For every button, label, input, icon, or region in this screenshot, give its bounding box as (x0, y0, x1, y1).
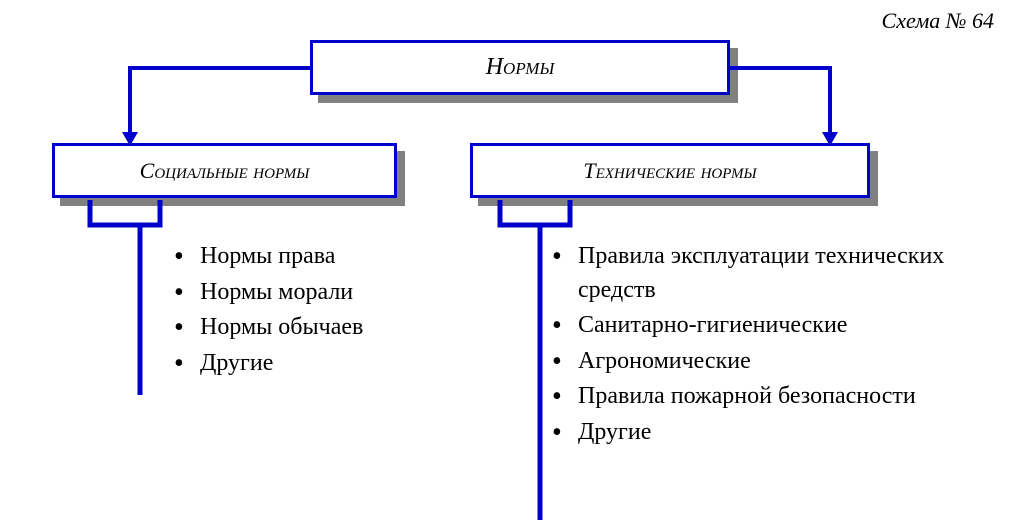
right-branch-label: Технические нормы (583, 158, 756, 184)
left-branch-label: Социальные нормы (140, 158, 310, 184)
right-items-list: Правила эксплуатации технических средств… (548, 240, 1024, 452)
list-item: Нормы морали (170, 276, 363, 310)
list-item: Нормы права (170, 240, 363, 274)
left-branch-box: Социальные нормы (52, 143, 397, 198)
root-box: Нормы (310, 40, 730, 95)
list-item: Санитарно-гигиенические (548, 309, 1024, 343)
scheme-number: Схема № 64 (882, 8, 994, 34)
root-label: Нормы (486, 54, 555, 81)
list-item: Другие (170, 347, 363, 381)
list-item: Другие (548, 416, 1024, 450)
right-branch-box: Технические нормы (470, 143, 870, 198)
list-item: Нормы обычаев (170, 311, 363, 345)
list-item: Агрономические (548, 345, 1024, 379)
left-items-list: Нормы права Нормы морали Нормы обычаев Д… (170, 240, 363, 382)
list-item: Правила пожарной безопасности (548, 380, 1024, 414)
list-item: Правила эксплуатации технических средств (548, 240, 1024, 307)
